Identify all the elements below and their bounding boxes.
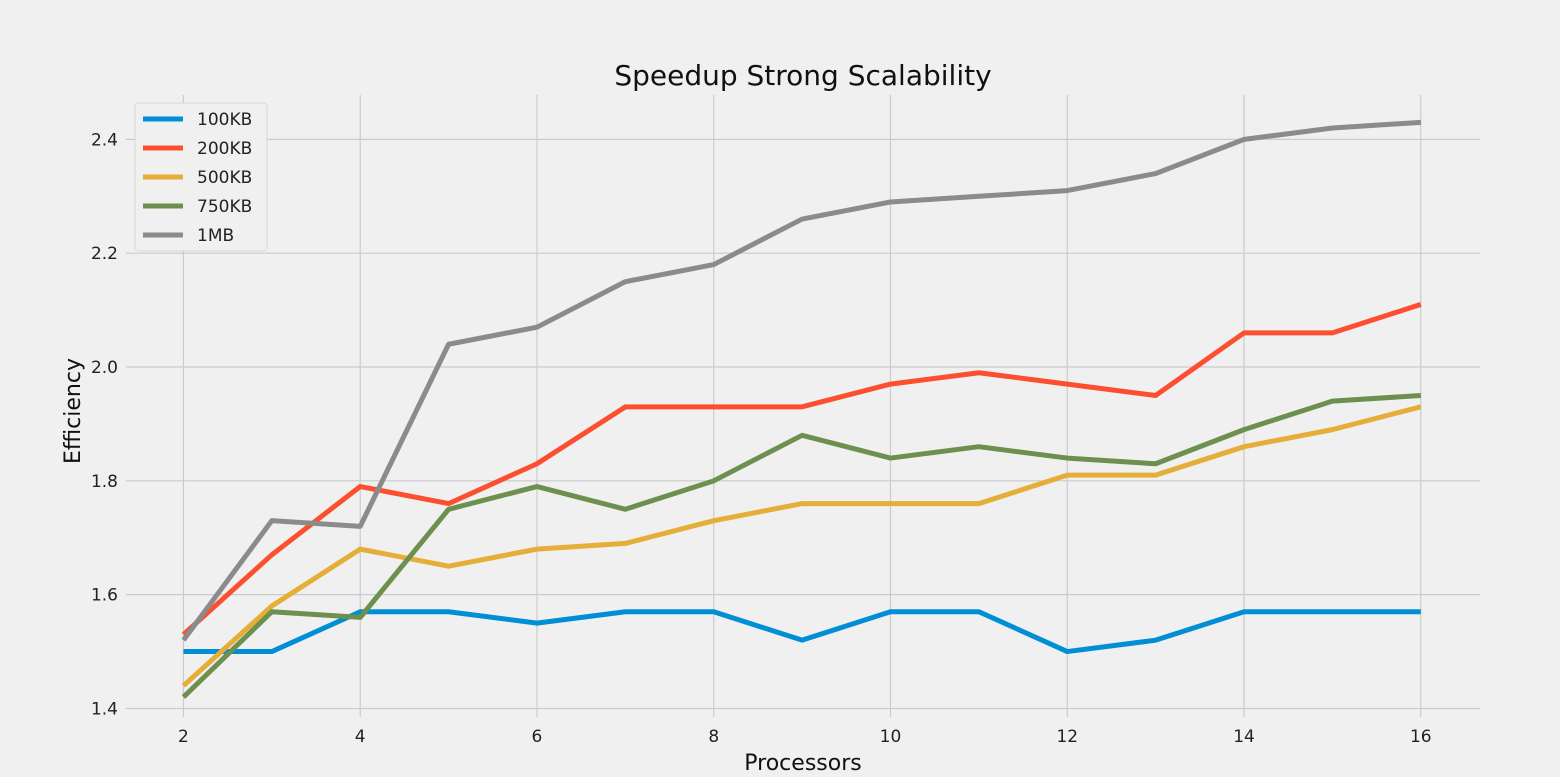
y-tick-label: 2.4 xyxy=(91,130,118,150)
x-tick-label: 16 xyxy=(1410,727,1432,747)
chart-title: Speedup Strong Scalability xyxy=(614,59,991,92)
series-lines xyxy=(181,119,1422,699)
series-line-750kb xyxy=(181,392,1421,699)
legend-label-750kb: 750KB xyxy=(197,197,252,217)
legend-label-500kb: 500KB xyxy=(197,168,252,188)
series-line-100kb xyxy=(183,609,1421,655)
legend-label-200kb: 200KB xyxy=(197,139,252,159)
y-tick-label: 1.8 xyxy=(91,472,118,492)
legend: 100KB 200KB 500KB 750KB 1MB xyxy=(134,102,268,252)
x-axis-title: Processors xyxy=(744,751,861,776)
x-tick-label: 12 xyxy=(1056,727,1078,747)
x-tick-label: 4 xyxy=(355,727,366,747)
y-gridlines xyxy=(126,138,1480,710)
x-tick-label: 10 xyxy=(880,727,902,747)
legend-box xyxy=(134,102,268,252)
x-tick-label: 2 xyxy=(178,727,189,747)
x-tick-label: 6 xyxy=(532,727,543,747)
series-line-200kb xyxy=(181,302,1422,637)
series-line-500kb xyxy=(181,404,1422,688)
x-tick-label: 14 xyxy=(1233,727,1255,747)
x-tick-label: 8 xyxy=(708,727,719,747)
series-line-1mb xyxy=(181,119,1421,642)
x-tick-labels: 2 4 6 8 10 12 14 16 xyxy=(178,727,1432,747)
y-axis-title: Efficiency xyxy=(61,358,86,464)
y-tick-label: 1.6 xyxy=(91,586,118,606)
legend-label-1mb: 1MB xyxy=(197,226,234,246)
legend-label-100kb: 100KB xyxy=(197,110,252,130)
y-tick-label: 1.4 xyxy=(91,699,118,719)
y-tick-label: 2.2 xyxy=(91,244,118,264)
y-tick-labels: 1.4 1.6 1.8 2.0 2.2 2.4 xyxy=(91,130,118,719)
y-tick-label: 2.0 xyxy=(91,358,118,378)
